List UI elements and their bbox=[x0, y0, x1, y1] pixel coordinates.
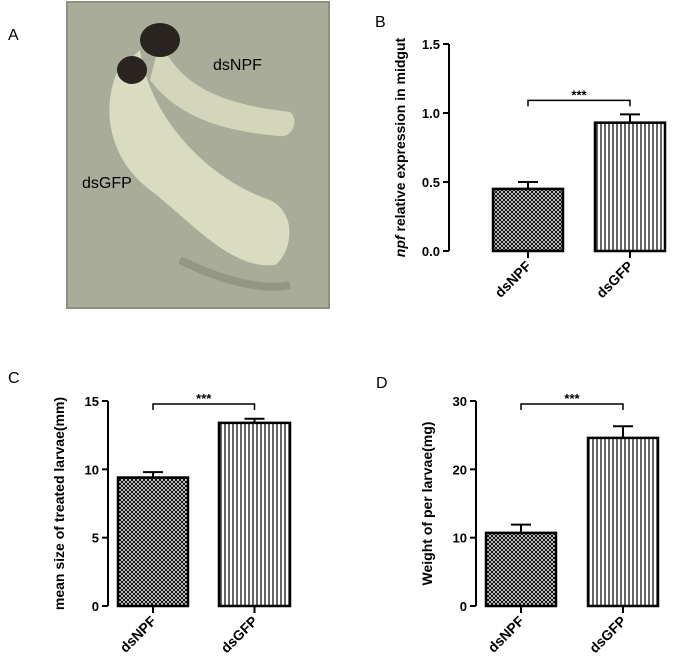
photo-annotation: dsGFP bbox=[82, 175, 132, 192]
x-tick-label: dsGFP bbox=[586, 613, 629, 656]
y-tick-label: 0.0 bbox=[422, 244, 440, 259]
bar bbox=[484, 531, 558, 608]
y-axis-label: mean size of treated larvae(mm) bbox=[51, 397, 67, 610]
bar-chart: D 0 10 20 30 Weight of per larvae(mg) dsNPF dsG… bbox=[376, 375, 660, 656]
y-tick-label: 1.5 bbox=[422, 37, 440, 52]
y-tick-label: 0 bbox=[460, 599, 467, 614]
significance-label: *** bbox=[196, 391, 212, 406]
larva bbox=[109, 50, 290, 266]
larva bbox=[150, 40, 295, 137]
bar bbox=[586, 436, 660, 608]
y-tick-label: 10 bbox=[85, 462, 99, 477]
photo-annotation: dsNPF bbox=[213, 57, 262, 74]
y-axis-label-part: npf bbox=[392, 234, 408, 257]
y-axis-label: npf relative expression in midgut bbox=[392, 37, 408, 257]
significance-bracket bbox=[152, 403, 256, 410]
x-tick-label: dsNPF bbox=[491, 257, 534, 300]
panel-label: B bbox=[375, 14, 386, 31]
panel-label: C bbox=[8, 370, 20, 387]
y-tick-label: 30 bbox=[453, 394, 467, 409]
y-tick-label: 1.0 bbox=[422, 106, 440, 121]
bar-chart: B 0.0 0.5 1.0 1.5 npf relative expression in … bbox=[375, 14, 667, 301]
panel-label: A bbox=[8, 27, 19, 44]
y-axis-label-part: Weight of per larvae(mg) bbox=[419, 422, 435, 586]
bar bbox=[491, 187, 565, 253]
y-axis-label: Weight of per larvae(mg) bbox=[419, 422, 435, 586]
x-tick-label: dsNPF bbox=[484, 612, 527, 655]
bar bbox=[593, 121, 667, 253]
y-tick-label: 20 bbox=[453, 462, 467, 477]
significance-bracket bbox=[527, 99, 631, 107]
bar bbox=[217, 421, 292, 608]
x-tick-label: dsNPF bbox=[116, 612, 159, 655]
x-tick-label: dsGFP bbox=[593, 258, 636, 301]
photo: A dsNPF dsGFP bbox=[8, 1, 330, 309]
y-tick-label: 5 bbox=[92, 531, 99, 546]
significance-label: *** bbox=[571, 87, 587, 102]
bar-chart: C 0 5 10 15 mean size of treated larvae(mm) ds… bbox=[8, 370, 292, 656]
y-tick-label: 0 bbox=[92, 599, 99, 614]
y-axis-label-part: relative expression in midgut bbox=[392, 37, 408, 235]
significance-bracket bbox=[520, 403, 624, 410]
y-tick-label: 0.5 bbox=[422, 175, 440, 190]
x-tick-label: dsGFP bbox=[217, 613, 260, 656]
y-axis-label-part: mean size of treated larvae(mm) bbox=[51, 397, 67, 610]
y-tick-label: 15 bbox=[85, 394, 99, 409]
panel-label: D bbox=[376, 375, 388, 392]
significance-label: *** bbox=[564, 391, 580, 406]
bar bbox=[116, 476, 190, 608]
y-tick-label: 10 bbox=[453, 531, 467, 546]
